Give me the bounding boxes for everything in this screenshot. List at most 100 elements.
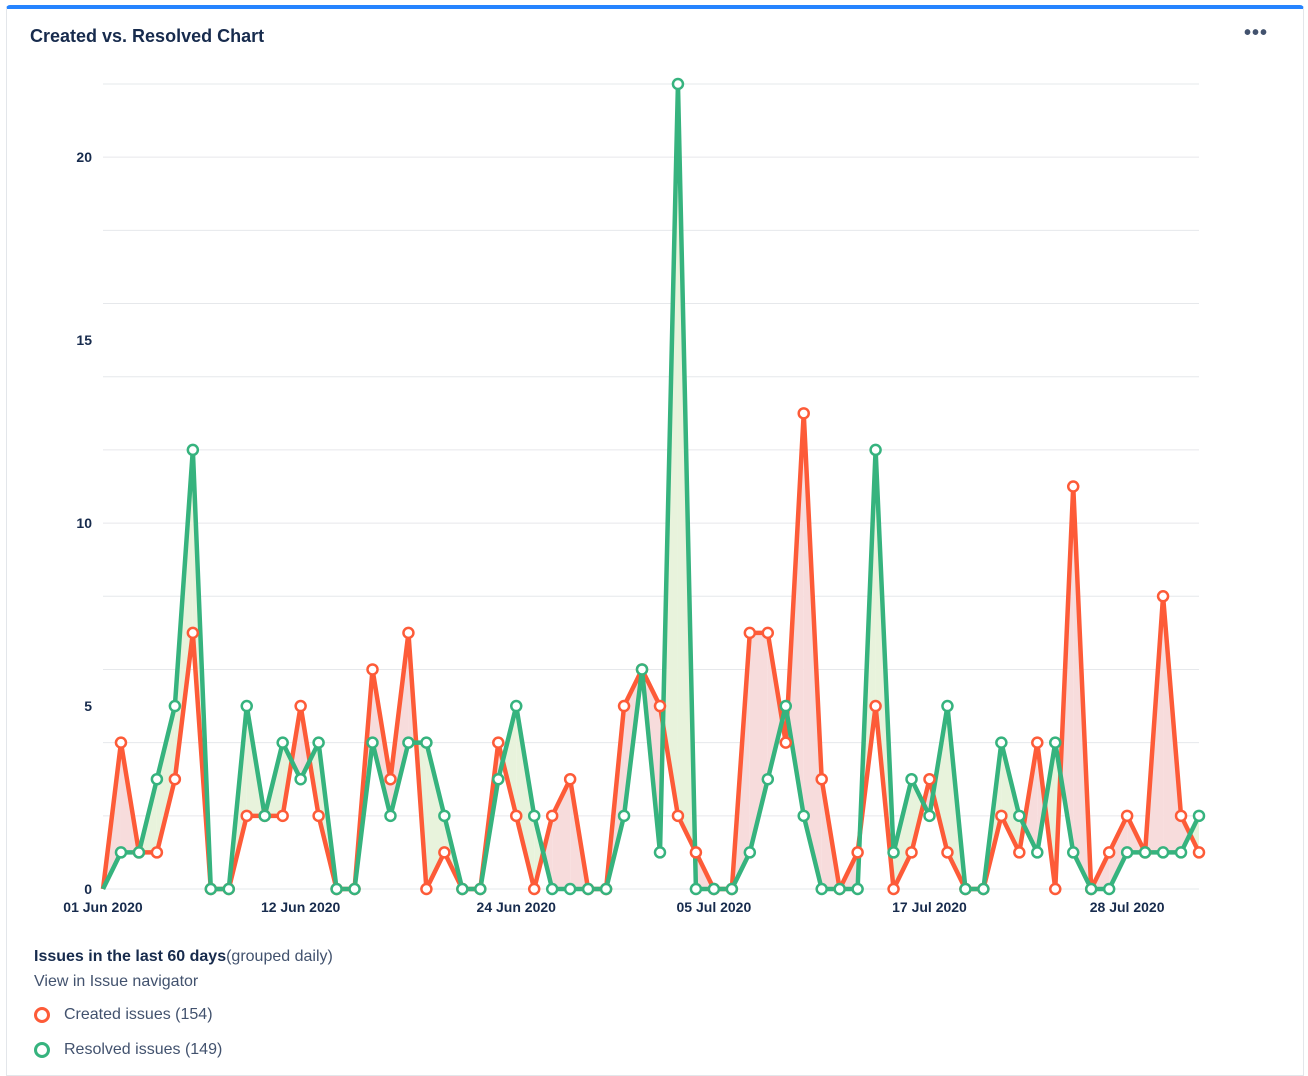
area-fill xyxy=(156,706,175,853)
summary-title: Issues in the last 60 days xyxy=(34,948,227,965)
resolved-point xyxy=(330,882,343,896)
resolved-point xyxy=(995,736,1008,749)
resolved-point xyxy=(132,846,146,859)
resolved-point xyxy=(366,736,379,749)
resolved-point xyxy=(707,882,721,896)
legend-created[interactable]: Created issues (154) xyxy=(34,1006,213,1024)
resolved-point xyxy=(1084,882,1098,896)
created-point xyxy=(689,846,703,859)
resolved-point xyxy=(635,663,649,676)
created-point xyxy=(168,772,182,786)
resolved-point xyxy=(240,699,253,713)
resolved-point xyxy=(941,699,954,713)
y-tick-label: 0 xyxy=(84,881,92,897)
area-fill xyxy=(502,706,517,816)
created-point xyxy=(905,846,918,859)
resolved-point xyxy=(222,882,236,896)
resolved-point xyxy=(869,443,882,457)
resolved-point xyxy=(1049,736,1062,749)
area-fill xyxy=(1109,815,1128,889)
resolved-point xyxy=(581,882,595,896)
created-point xyxy=(743,626,757,640)
resolved-point xyxy=(1192,809,1206,823)
created-point xyxy=(1066,480,1080,493)
resolved-point xyxy=(887,846,900,859)
created-point xyxy=(294,699,307,713)
created-point xyxy=(150,846,164,859)
resolved-point xyxy=(779,699,793,713)
resolved-point xyxy=(1120,846,1134,859)
resolved-point xyxy=(114,846,128,859)
created-point xyxy=(114,736,128,749)
created-point xyxy=(923,772,936,786)
legend-created-label: Created issues (154) xyxy=(64,1006,213,1023)
resolved-point xyxy=(168,699,182,713)
resolved-point xyxy=(977,882,990,896)
resolved-point xyxy=(563,882,577,896)
created-point xyxy=(509,809,523,823)
y-tick-label: 10 xyxy=(76,515,92,531)
y-tick-label: 20 xyxy=(76,149,92,165)
x-tick-label: 17 Jul 2020 xyxy=(892,899,967,915)
chart-title: Created vs. Resolved Chart xyxy=(30,26,265,46)
resolved-point xyxy=(420,736,433,749)
x-tick-label: 01 Jun 2020 xyxy=(63,899,143,915)
resolved-point xyxy=(474,882,487,896)
created-point xyxy=(1120,809,1134,823)
resolved-point xyxy=(294,772,307,786)
resolved-point xyxy=(617,809,631,823)
resolved-legend-icon xyxy=(34,1042,50,1058)
resolved-point xyxy=(527,809,541,823)
created-point xyxy=(617,699,631,713)
created-point xyxy=(941,846,954,859)
created-point xyxy=(671,809,685,823)
resolved-point xyxy=(258,809,271,823)
legend-resolved[interactable]: Resolved issues (149) xyxy=(34,1041,222,1059)
created-point xyxy=(402,626,415,640)
resolved-point xyxy=(1138,846,1152,859)
resolved-point xyxy=(402,736,415,749)
x-tick-label: 24 Jun 2020 xyxy=(477,899,557,915)
created-point xyxy=(779,736,793,749)
area-fill xyxy=(516,706,535,889)
resolved-point xyxy=(492,772,505,786)
resolved-point xyxy=(384,809,397,823)
created-point xyxy=(312,809,325,823)
resolved-point xyxy=(833,882,846,896)
created-point xyxy=(240,809,253,823)
created-point xyxy=(186,626,200,640)
chart-gadget xyxy=(6,5,1304,1076)
resolved-point xyxy=(1031,846,1044,859)
resolved-point xyxy=(312,736,325,749)
created-point xyxy=(438,846,451,859)
more-options-icon[interactable]: ••• xyxy=(1243,22,1268,44)
resolved-point xyxy=(456,882,469,896)
created-point xyxy=(1102,846,1116,859)
created-point xyxy=(276,809,289,823)
created-point xyxy=(887,882,900,896)
resolved-point xyxy=(276,736,289,749)
resolved-series-line xyxy=(100,81,1202,892)
issue-navigator-link[interactable]: View in Issue navigator xyxy=(34,973,199,990)
resolved-point xyxy=(348,882,361,896)
resolved-point xyxy=(797,809,810,823)
chart-summary: Issues in the last 60 days(grouped daily… xyxy=(34,948,333,966)
resolved-point xyxy=(689,882,703,896)
resolved-point xyxy=(959,882,972,896)
resolved-point xyxy=(150,772,164,786)
created-point xyxy=(653,699,667,713)
resolved-point xyxy=(671,77,685,91)
created-legend-icon xyxy=(34,1007,50,1023)
resolved-point xyxy=(1102,882,1116,896)
created-point xyxy=(492,736,505,749)
created-vs-resolved-chart: 0 5 10 15 20 01 Jun 2020 12 Jun 2020 24 Jun 202… xyxy=(63,77,1206,915)
resolved-point xyxy=(1066,846,1080,859)
resolved-point xyxy=(509,699,523,713)
summary-grouping: (grouped daily) xyxy=(226,948,333,965)
resolved-point xyxy=(653,846,667,859)
area-fill xyxy=(933,706,948,853)
created-point xyxy=(420,882,433,896)
resolved-point xyxy=(815,882,828,896)
resolved-point xyxy=(1013,809,1026,823)
resolved-point xyxy=(923,809,936,823)
